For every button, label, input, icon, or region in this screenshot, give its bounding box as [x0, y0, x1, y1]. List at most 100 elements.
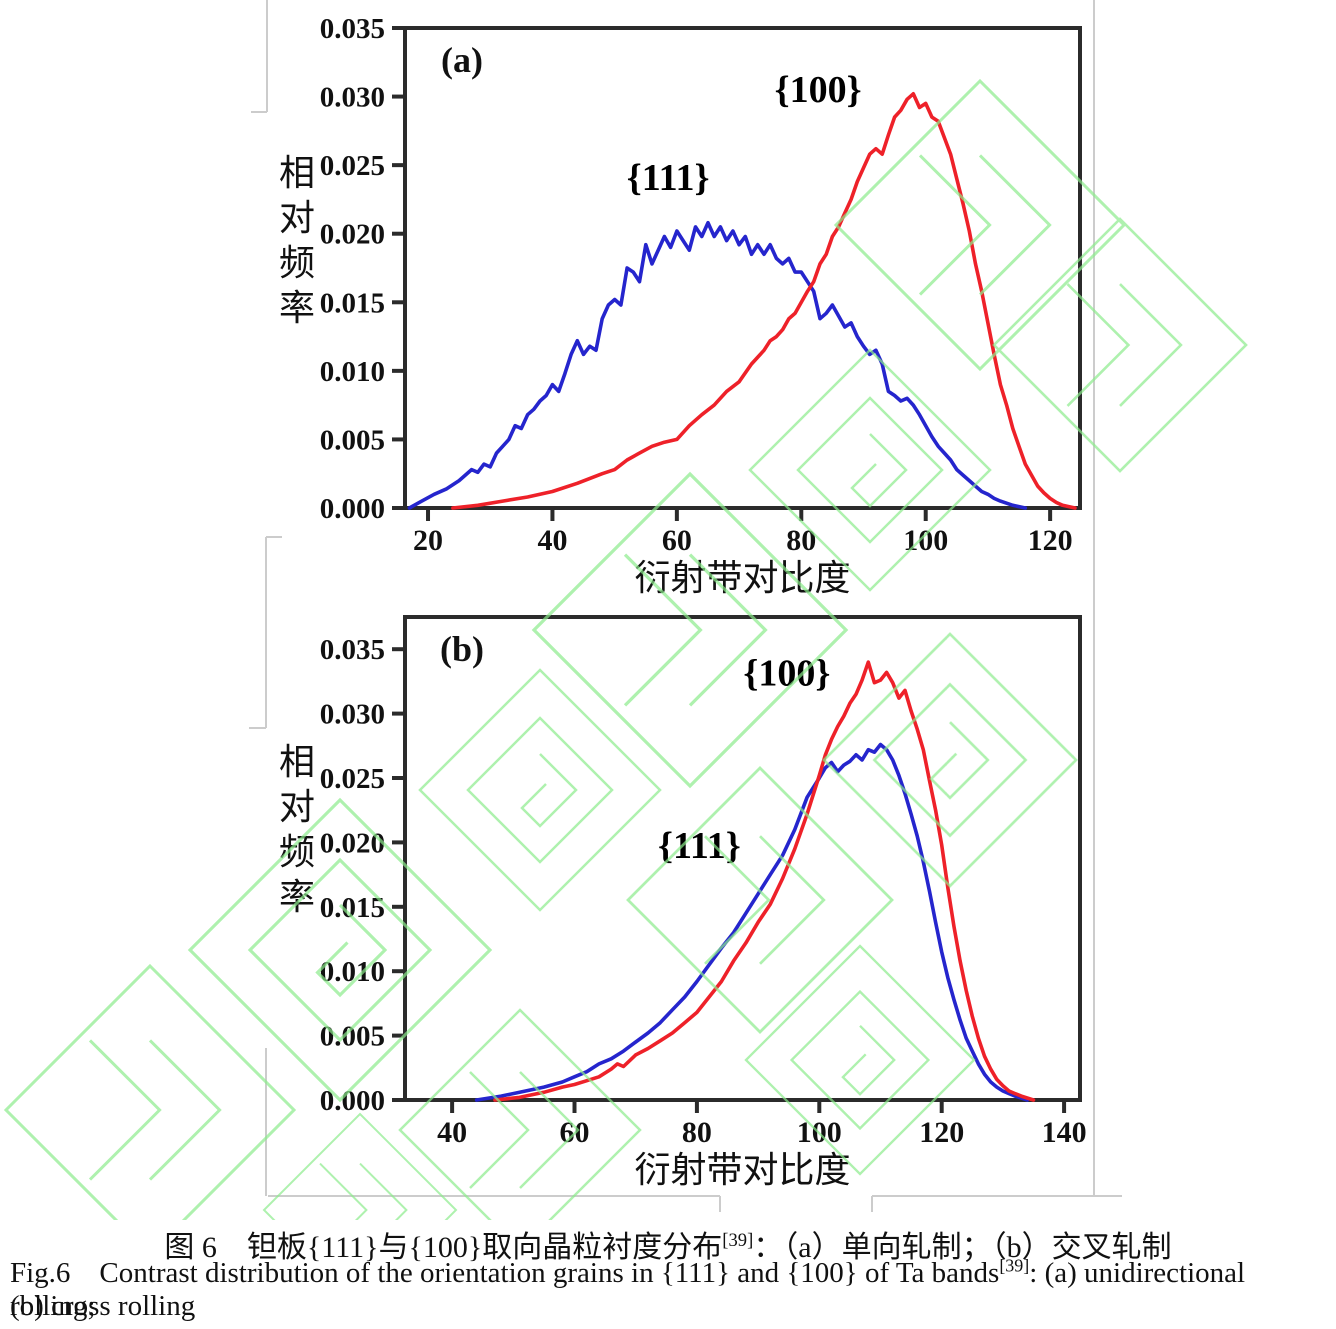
watermark-motif [833, 78, 1127, 372]
y-tick-label: 0.010 [320, 356, 385, 388]
y-tick-label: 0.005 [320, 424, 385, 456]
panel-label: (a) [441, 40, 483, 80]
watermark-motif [992, 217, 1248, 473]
watermark-shape [978, 154, 1052, 296]
caption-en-text: Fig.6 Contrast distribution of the orien… [10, 1257, 1000, 1289]
watermark-motif [626, 766, 894, 1034]
figure-caption-zh: 图 6 钽板{111}与{100}取向晶粒衬度分布[39]：（a）单向轧制；（b… [0, 1222, 1336, 1266]
watermark-motif [418, 668, 662, 912]
watermark-shape [744, 944, 976, 1176]
chart-a: 0.000 0.005 0.010 0.015 0.020 0.025 0.030 0.035… [279, 13, 1082, 598]
watermark-shape [822, 632, 1078, 888]
caption-zh-ref: [39] [722, 1230, 754, 1251]
watermark-shape [992, 217, 1248, 473]
x-axis-title: 衍射带对比度 [634, 558, 850, 598]
watermark-shape [469, 1071, 530, 1189]
y-axis-title-char: 频 [279, 832, 315, 872]
series-curve-111 [474, 742, 1030, 1102]
y-tick-label: 0.005 [320, 1021, 385, 1053]
y-tick-label: 0.035 [320, 634, 385, 666]
y-axis-title-char: 相 [279, 742, 315, 782]
chart-b: 0.0000.0050.0100.0150.0200.0250.0300.035… [279, 615, 1087, 1190]
y-tick-label: 0.025 [320, 150, 385, 182]
y-axis-title-char: 频 [279, 243, 315, 283]
x-tick-label: 60 [662, 524, 692, 557]
y-axis-title-char: 对 [279, 198, 315, 238]
watermark-shape [531, 471, 849, 789]
watermark-shape [319, 1162, 368, 1220]
watermark-motif [531, 471, 849, 789]
watermark-shape [796, 396, 944, 544]
series-label-100: {100} [775, 69, 862, 111]
caption-en-ref: [39] [999, 1255, 1030, 1276]
y-tick-label: 0.030 [320, 699, 385, 731]
caption-zh-tail: ：（a）单向轧制；（b）交叉轧制 [753, 1231, 1172, 1264]
x-tick-label: 40 [537, 524, 567, 557]
watermark-shape [262, 1112, 458, 1220]
watermark-shape [918, 154, 992, 296]
figure-caption-en-line2: (b) cross rolling [10, 1290, 196, 1322]
watermark-shape [929, 721, 990, 800]
x-tick-label: 140 [1042, 1116, 1087, 1149]
watermark-shape [359, 1162, 408, 1220]
watermark-shape [626, 766, 894, 1034]
caption-zh-text: 图 6 钽板{111}与{100}取向晶粒衬度分布 [164, 1231, 723, 1264]
watermark-motif [3, 963, 297, 1220]
x-tick-label: 40 [437, 1116, 467, 1149]
series-curve-100 [493, 660, 1036, 1102]
x-tick-label: 120 [919, 1116, 964, 1149]
watermark-motif [822, 632, 1078, 888]
x-tick-label: 80 [786, 524, 816, 557]
watermark-motif [398, 1008, 642, 1220]
series-label-111: {111} [627, 157, 710, 199]
plot-frame [403, 615, 1082, 1102]
watermark-shape [247, 857, 433, 1043]
watermark-shape [1119, 283, 1183, 407]
watermark-shape [688, 553, 768, 707]
watermark-overlay [3, 78, 1248, 1220]
clipped-section-heading: 钽板内部组织 [30, 1321, 210, 1329]
y-tick-label: 0.025 [320, 763, 385, 795]
watermark-shape [850, 433, 908, 508]
watermark-shape [1066, 283, 1131, 407]
panel-label: (b) [440, 629, 484, 669]
watermark-motif [748, 348, 992, 592]
watermark-shape [872, 682, 1028, 838]
watermark-shape [418, 668, 662, 912]
y-tick-label: 0.015 [320, 287, 385, 319]
x-axis-title: 衍射带对比度 [634, 1150, 850, 1190]
watermark-shape [315, 903, 388, 998]
watermark-shape [148, 1039, 222, 1181]
x-tick-label: 120 [1028, 524, 1073, 557]
watermark-shape [88, 1039, 162, 1181]
x-tick-label: 80 [682, 1116, 712, 1149]
watermark-motif [262, 1112, 458, 1220]
watermark-shape [833, 78, 1127, 372]
y-tick-label: 0.030 [320, 82, 385, 114]
y-tick-label: 0.020 [320, 219, 385, 251]
watermark-shape [3, 963, 297, 1220]
watermark-shape [187, 797, 493, 1103]
watermark-shape [841, 1024, 896, 1096]
figure-caption-en-line1: Fig.6 Contrast distribution of the orien… [10, 1255, 1336, 1323]
figure-canvas: 0.000 0.005 0.010 0.015 0.020 0.025 0.030 0.035… [3, 0, 1248, 1220]
watermark-shape [748, 348, 992, 592]
series-curve-111 [407, 220, 1028, 510]
watermark-shape [789, 989, 931, 1131]
watermark-shape [759, 835, 826, 965]
watermark-shape [623, 553, 703, 707]
y-axis-title-char: 对 [279, 787, 315, 827]
caption-en-tail: : (a) unidirectional rolling; [10, 1257, 1253, 1322]
y-tick-label: 0.020 [320, 827, 385, 859]
watermark-shape [466, 716, 614, 864]
x-tick-label: 20 [413, 524, 443, 557]
y-axis-title-char: 相 [279, 153, 315, 193]
y-axis-title-char: 率 [279, 877, 315, 917]
watermark-shape [519, 1071, 580, 1189]
watermark-motif [187, 797, 493, 1103]
y-tick-label: 0.035 [320, 13, 385, 45]
watermark-motif [744, 944, 976, 1176]
watermark-shape [704, 835, 771, 965]
series-curve-100 [451, 92, 1077, 510]
